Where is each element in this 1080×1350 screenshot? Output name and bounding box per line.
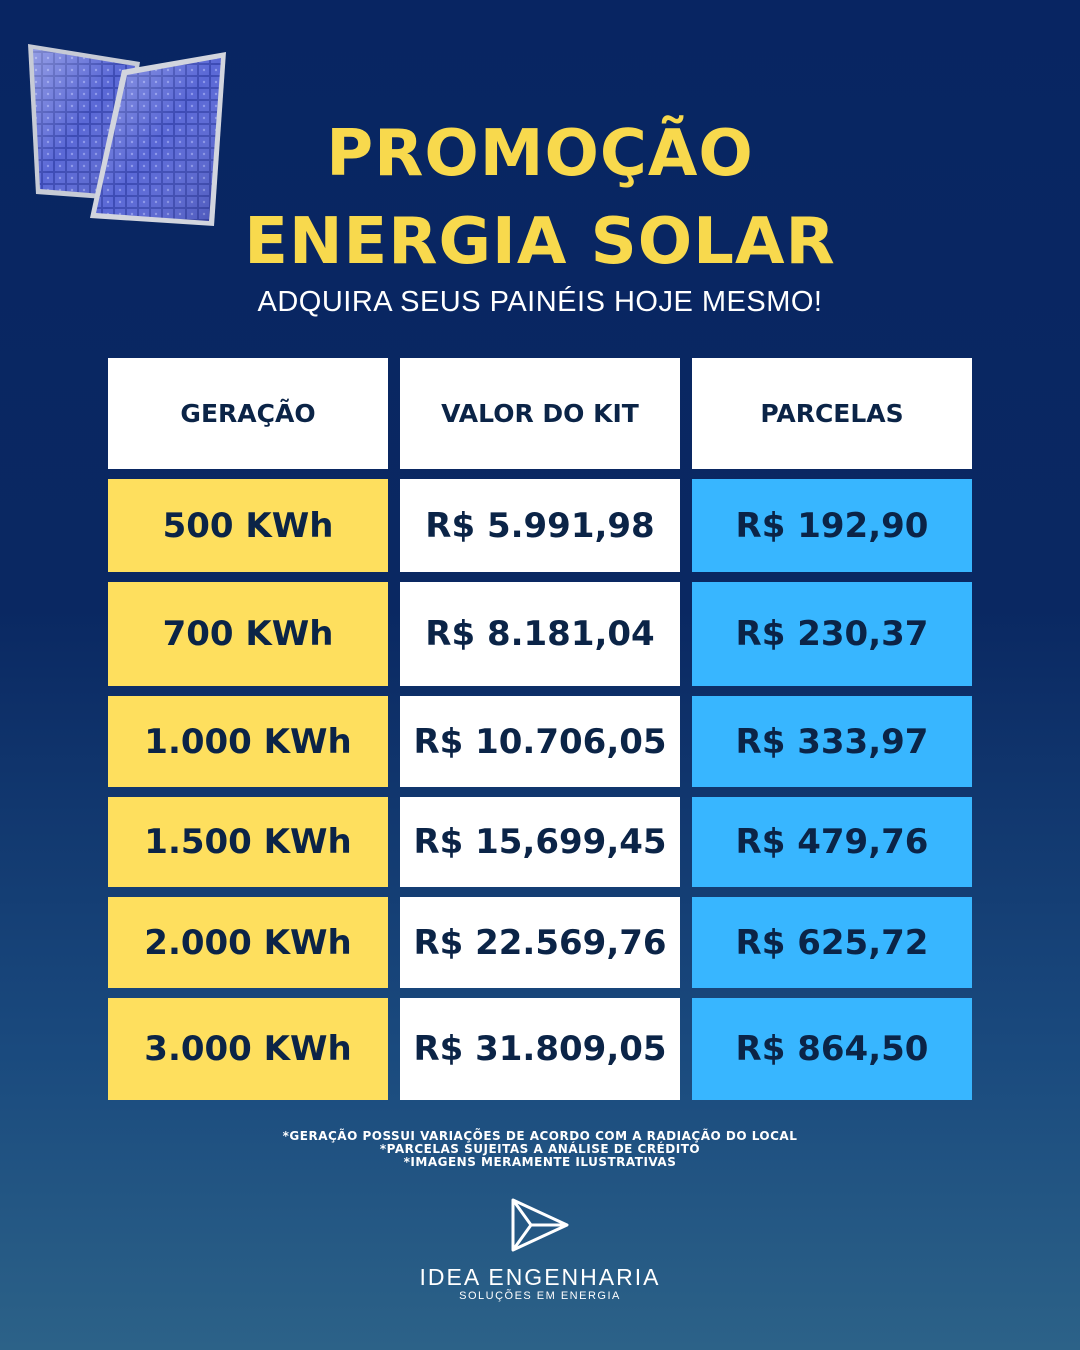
- installment-cell: R$ 192,90: [692, 479, 972, 572]
- play-triangle-logo-icon: [511, 1198, 569, 1252]
- disclaimer-line: *IMAGENS MERAMENTE ILUSTRATIVAS: [403, 1155, 677, 1169]
- generation-cell: 2.000 KWh: [108, 897, 388, 988]
- installment-cell: R$ 230,37: [692, 582, 972, 686]
- installment-cell: R$ 333,97: [692, 696, 972, 787]
- brand-name: IDEA ENGENHARIA: [419, 1264, 661, 1290]
- promo-title-line1: PROMOÇÃO: [326, 117, 754, 191]
- header-installments: PARCELAS: [692, 358, 972, 469]
- kit-value-cell: R$ 10.706,05: [400, 696, 680, 787]
- disclaimer-line: *GERAÇÃO POSSUI VARIAÇÕES DE ACORDO COM …: [282, 1129, 798, 1143]
- header-kit-value: VALOR DO KIT: [400, 358, 680, 469]
- price-table: GERAÇÃO VALOR DO KIT PARCELAS 500 KWh R$…: [108, 358, 972, 1100]
- installment-cell: R$ 864,50: [692, 998, 972, 1100]
- generation-cell: 1.000 KWh: [108, 696, 388, 787]
- disclaimer-notes: *GERAÇÃO POSSUI VARIAÇÕES DE ACORDO COM …: [0, 1130, 1080, 1169]
- promo-title-line2: ENERGIA SOLAR: [244, 205, 836, 279]
- installment-cell: R$ 479,76: [692, 797, 972, 887]
- kit-value-cell: R$ 31.809,05: [400, 998, 680, 1100]
- generation-cell: 1.500 KWh: [108, 797, 388, 887]
- kit-value-cell: R$ 22.569,76: [400, 897, 680, 988]
- header-generation: GERAÇÃO: [108, 358, 388, 469]
- solar-panel-right: [90, 52, 226, 226]
- generation-cell: 3.000 KWh: [108, 998, 388, 1100]
- promo-subtitle: ADQUIRA SEUS PAINÉIS HOJE MESMO!: [257, 286, 823, 318]
- kit-value-cell: R$ 15,699,45: [400, 797, 680, 887]
- disclaimer-line: *PARCELAS SUJEITAS A ANÁLISE DE CRÉDITO: [379, 1142, 701, 1156]
- generation-cell: 700 KWh: [108, 582, 388, 686]
- generation-cell: 500 KWh: [108, 479, 388, 572]
- solar-panels-image: [28, 44, 226, 226]
- brand-tagline: SOLUÇÕES EM ENERGIA: [459, 1290, 621, 1302]
- installment-cell: R$ 625,72: [692, 897, 972, 988]
- kit-value-cell: R$ 5.991,98: [400, 479, 680, 572]
- kit-value-cell: R$ 8.181,04: [400, 582, 680, 686]
